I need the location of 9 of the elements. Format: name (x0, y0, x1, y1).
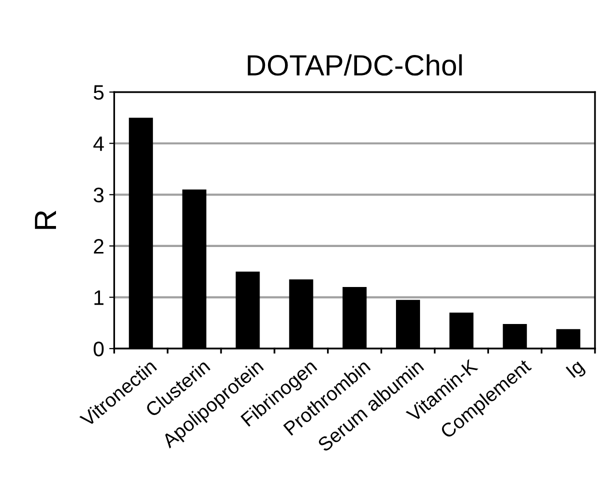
x-tick-label: Ig (566, 359, 587, 381)
y-tick-label: 0 (94, 342, 104, 356)
y-tick-label: 3 (94, 188, 104, 202)
y-axis-title: R (34, 210, 56, 229)
y-tick-label: 4 (93, 136, 104, 151)
y-tick-label: 1 (94, 290, 104, 305)
y-tick-label: 5 (94, 85, 104, 100)
chart-title: DOTAP/DC-Chol (248, 54, 462, 76)
y-tick-label: 2 (94, 238, 104, 254)
